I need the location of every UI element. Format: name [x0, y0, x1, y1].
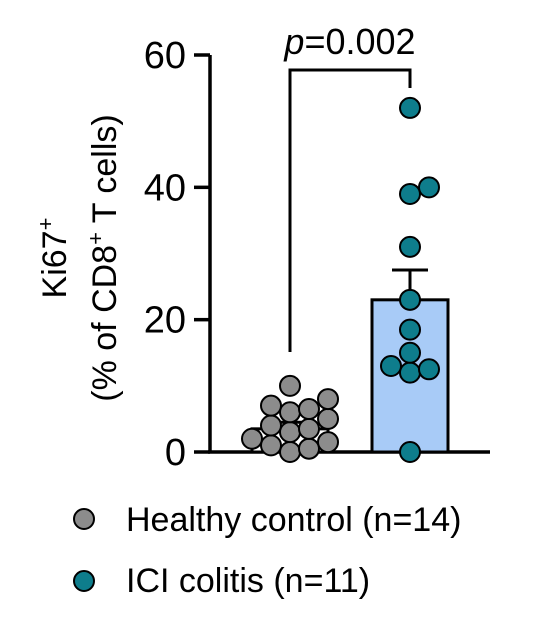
y-tick-label-60: 60 [144, 35, 186, 77]
point-healthy-control-12 [317, 388, 339, 411]
point-ici-colitis-4 [399, 341, 421, 364]
point-healthy-control-7 [260, 414, 282, 437]
point-ici-colitis-7 [399, 235, 421, 258]
y-tick-label-40: 40 [144, 167, 186, 209]
point-ici-colitis-1 [399, 361, 421, 384]
point-ici-colitis-8 [399, 182, 421, 205]
y-tick-label-0: 0 [165, 432, 186, 474]
point-healthy-control-3 [317, 431, 339, 454]
point-ici-colitis-3 [380, 354, 402, 377]
point-layer [241, 96, 440, 463]
point-ici-colitis-6 [399, 288, 421, 311]
point-healthy-control-0 [279, 441, 301, 463]
y-axis-title-main: Ki67+ [33, 218, 74, 299]
legend-label-ici-colitis: ICI colitis (n=11) [126, 562, 370, 600]
point-ici-colitis-2 [418, 358, 440, 381]
point-ici-colitis-0 [399, 441, 421, 463]
point-healthy-control-2 [260, 434, 282, 457]
point-healthy-control-9 [279, 401, 301, 424]
point-ici-colitis-5 [399, 318, 421, 341]
point-healthy-control-4 [241, 427, 263, 450]
y-axis-title-sub: (% of CD8+ T cells) [83, 114, 124, 401]
point-healthy-control-11 [260, 394, 282, 417]
significance-bracket: p=0.002 [283, 21, 416, 352]
point-ici-colitis-9 [418, 176, 440, 199]
tick-layer: 0 20 40 60 [144, 35, 210, 474]
p-value-label: p=0.002 [283, 21, 415, 62]
point-healthy-control-13 [279, 374, 301, 397]
legend-marker-ici-colitis [73, 570, 95, 592]
point-healthy-control-6 [298, 417, 320, 440]
legend-marker-healthy-control [73, 508, 95, 530]
point-healthy-control-10 [298, 397, 320, 420]
legend-item-ici-colitis: ICI colitis (n=11) [73, 562, 370, 600]
point-ici-colitis-10 [399, 96, 421, 119]
point-healthy-control-8 [317, 407, 339, 430]
legend-label-healthy-control: Healthy control (n=14) [126, 501, 461, 539]
y-axis-title: Ki67+ (% of CD8+ T cells) [33, 114, 124, 401]
legend-item-healthy-control: Healthy control (n=14) [73, 501, 461, 539]
bracket-line [288, 68, 412, 352]
y-tick-label-20: 20 [144, 300, 186, 342]
point-healthy-control-1 [298, 437, 320, 460]
point-healthy-control-5 [279, 421, 301, 444]
legend: Healthy control (n=14) ICI colitis (n=11… [73, 501, 461, 600]
